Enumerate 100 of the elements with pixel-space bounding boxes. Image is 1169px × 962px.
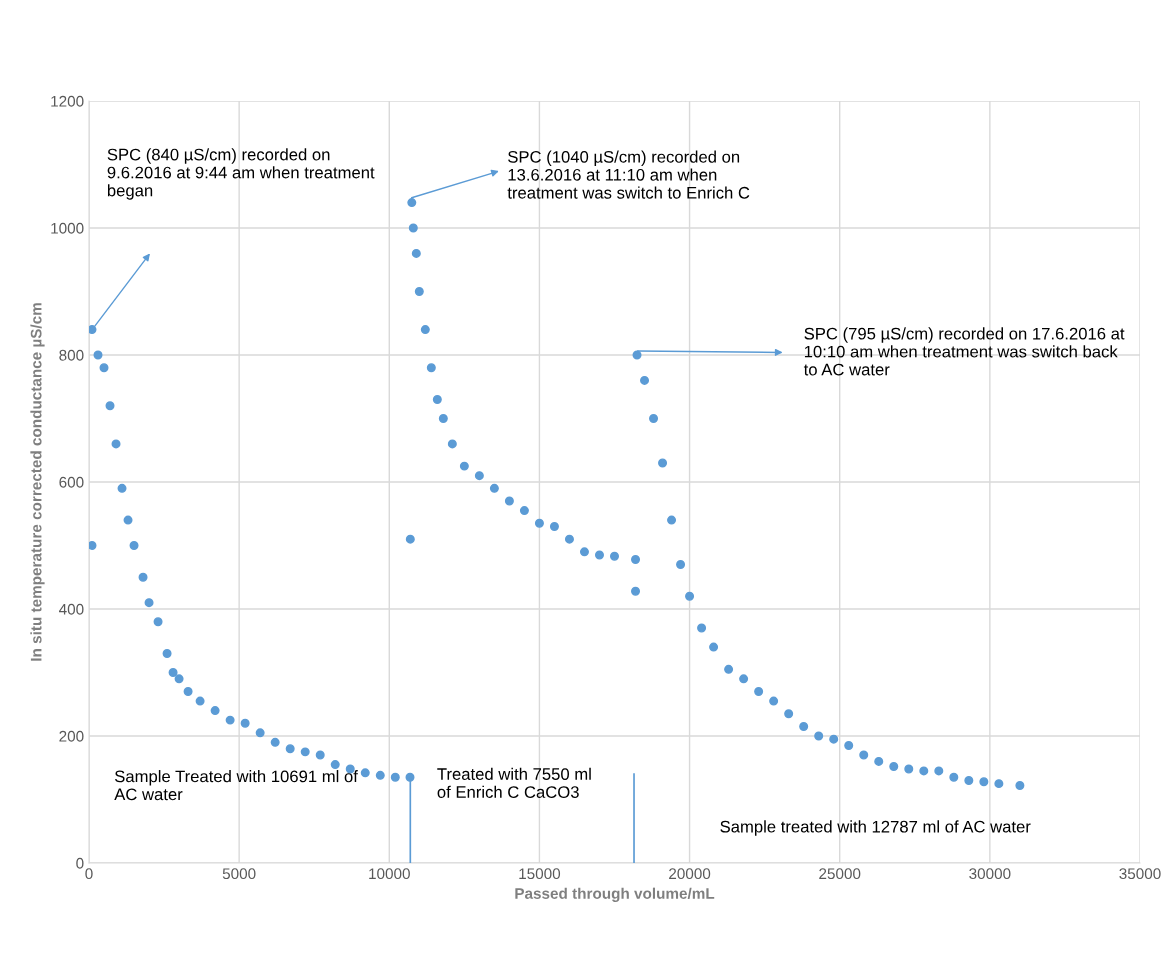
point xyxy=(300,747,310,757)
point xyxy=(697,623,707,633)
point xyxy=(162,648,172,658)
point xyxy=(438,414,448,423)
point xyxy=(447,439,457,449)
point xyxy=(89,325,97,335)
point xyxy=(829,734,839,744)
point xyxy=(934,766,944,776)
point xyxy=(111,439,121,449)
point xyxy=(225,715,235,725)
point xyxy=(414,287,424,296)
point xyxy=(407,198,417,208)
point xyxy=(739,674,749,684)
y-tick-label: 200 xyxy=(59,730,84,742)
point xyxy=(426,363,436,373)
point xyxy=(210,706,220,716)
y-tick-label: 0 xyxy=(76,857,84,869)
point xyxy=(594,550,604,560)
y-tick-label: 400 xyxy=(59,603,84,615)
point xyxy=(658,458,668,468)
annotation: SPC (840 µS/cm) recorded on 9.6.2016 at 9:44 am when treatment began xyxy=(107,148,375,200)
point xyxy=(195,696,205,706)
point xyxy=(129,541,139,550)
x-tick-label: 30000 xyxy=(969,868,1011,880)
point xyxy=(420,325,430,335)
annotation: SPC (795 µS/cm) recorded on 17.6.2016 at 10:10 am when treatment was switch back to AC water xyxy=(803,327,1125,376)
point xyxy=(676,560,686,570)
x-tick-label: 0 xyxy=(85,868,93,880)
point xyxy=(168,668,178,677)
point xyxy=(631,554,641,564)
x-tick-label: 5000 xyxy=(222,868,256,880)
annotation: Treated with 7550 ml of Enrich C CaCO3 xyxy=(437,767,591,798)
point xyxy=(534,518,544,528)
point xyxy=(459,461,469,471)
point xyxy=(685,591,695,601)
point xyxy=(949,772,959,782)
y-tick-label: 600 xyxy=(59,476,84,488)
point xyxy=(240,718,250,728)
point xyxy=(610,551,619,561)
point xyxy=(375,770,385,780)
point xyxy=(405,534,415,544)
point xyxy=(285,744,295,754)
point xyxy=(1015,781,1025,791)
y-axis-title: In situ temperature corrected conductance µS/cm xyxy=(30,303,45,661)
point xyxy=(89,541,97,550)
point xyxy=(769,696,779,706)
point xyxy=(183,687,193,697)
point xyxy=(754,687,764,697)
point xyxy=(123,515,133,525)
point xyxy=(519,506,529,516)
x-tick-label: 25000 xyxy=(819,868,861,880)
x-axis-title: Passed through volume/mL xyxy=(515,887,715,902)
point xyxy=(844,741,854,751)
point xyxy=(649,414,659,423)
point xyxy=(709,642,719,652)
point xyxy=(255,728,265,738)
x-tick-label: 10000 xyxy=(369,868,410,880)
point xyxy=(330,760,340,770)
point xyxy=(631,586,641,596)
annotation: SPC (1040 µS/cm) recorded on 13.6.2016 at 11:10 am when treatment was switch to Enrich C xyxy=(507,150,750,199)
y-tick-label: 800 xyxy=(59,349,84,361)
point xyxy=(99,363,109,373)
point xyxy=(814,731,824,741)
y-tick-label: 1200 xyxy=(51,95,84,107)
point xyxy=(270,737,280,747)
point xyxy=(315,750,325,760)
point xyxy=(408,223,418,233)
point xyxy=(919,766,929,776)
annotation: Sample Treated with 10691 ml of AC water xyxy=(114,770,358,801)
y-tick-label: 1000 xyxy=(51,222,84,234)
annotation: Sample treated with 12787 ml of AC water xyxy=(720,820,1031,836)
point xyxy=(579,547,589,557)
point xyxy=(874,756,884,766)
point xyxy=(174,674,184,684)
point xyxy=(859,750,869,760)
point xyxy=(994,779,1004,789)
point xyxy=(390,772,400,782)
point xyxy=(153,617,163,627)
point xyxy=(411,248,421,258)
point xyxy=(432,394,442,404)
point xyxy=(640,375,650,385)
point xyxy=(979,777,989,787)
point xyxy=(964,775,974,785)
point xyxy=(474,471,484,481)
point xyxy=(549,521,559,531)
point xyxy=(724,664,734,674)
point xyxy=(105,401,115,411)
point xyxy=(904,764,914,774)
point xyxy=(138,572,148,582)
point xyxy=(784,709,794,719)
point xyxy=(632,350,642,360)
x-tick-label: 15000 xyxy=(519,868,561,880)
point xyxy=(889,761,899,771)
point xyxy=(360,768,370,778)
point xyxy=(489,483,499,493)
point xyxy=(564,534,574,544)
point xyxy=(117,483,127,493)
point xyxy=(667,515,677,525)
x-tick-label: 20000 xyxy=(669,868,711,880)
point xyxy=(93,350,103,360)
